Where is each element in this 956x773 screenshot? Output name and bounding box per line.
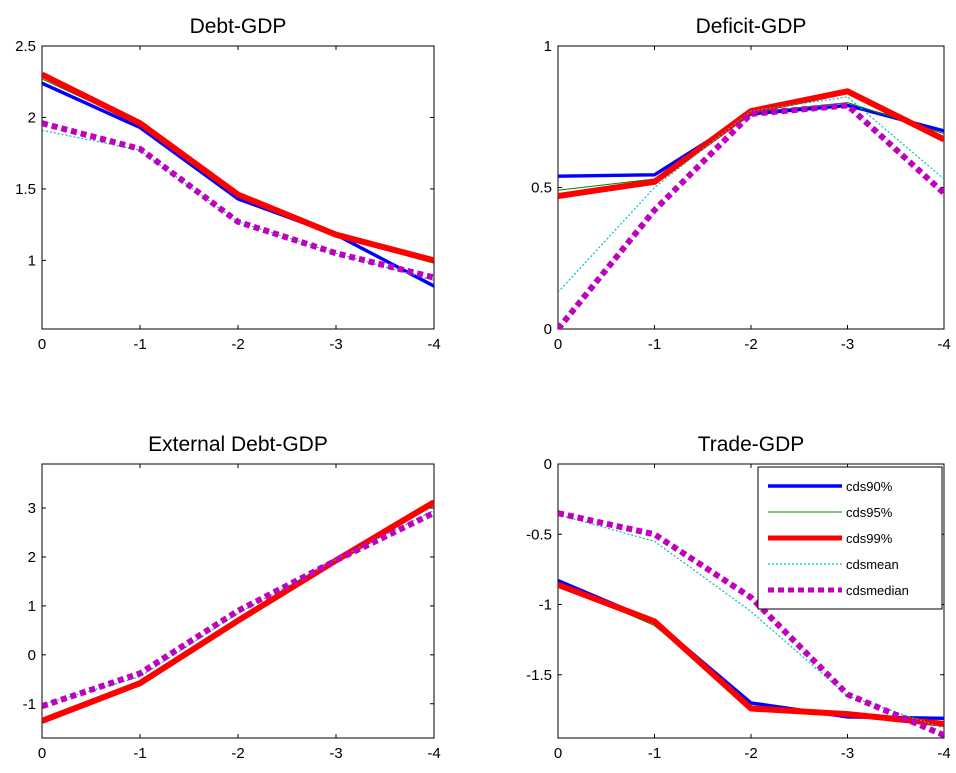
series-line-cds99pct bbox=[558, 581, 944, 727]
y-tick-label: 0.5 bbox=[531, 180, 552, 197]
series-line-cdsmedian bbox=[42, 510, 434, 710]
x-tick-label: -2 bbox=[231, 745, 244, 762]
legend: cds90% cds95% cds99% cdsmean cdsmedian bbox=[757, 466, 943, 610]
legend-label: cdsmedian bbox=[846, 583, 909, 598]
x-tick-label: 0 bbox=[554, 745, 562, 762]
y-tick-label: 1 bbox=[28, 598, 36, 615]
x-tick-label: -4 bbox=[937, 336, 950, 353]
series-line-cdsmean bbox=[558, 96, 944, 293]
series-line-cds99pct bbox=[42, 499, 434, 724]
y-tick-label: -1 bbox=[539, 597, 552, 614]
x-tick-label: -2 bbox=[744, 336, 757, 353]
y-tick-label: 0 bbox=[544, 321, 552, 338]
y-tick-label: 2 bbox=[28, 109, 36, 126]
y-tick-label: -0.5 bbox=[526, 526, 552, 543]
x-tick-label: -3 bbox=[329, 336, 342, 353]
y-tick-label: -1 bbox=[23, 696, 36, 713]
x-tick-label: -2 bbox=[744, 745, 757, 762]
y-tick-label: 1 bbox=[28, 252, 36, 269]
axes-box bbox=[41, 45, 435, 330]
y-tick-label: 1 bbox=[544, 38, 552, 55]
legend-label: cds99% bbox=[846, 531, 893, 546]
y-tick-label: -1.5 bbox=[526, 667, 552, 684]
series-line-cdsmedian bbox=[558, 102, 944, 329]
subplot-2: Deficit-GDP 0 -1 -2 -3 -4 0 0.5 1 bbox=[531, 15, 951, 353]
series-line-cdsmean bbox=[42, 129, 434, 281]
y-tick-label: 0 bbox=[544, 456, 552, 473]
legend-label: cdsmean bbox=[846, 557, 899, 572]
x-tick-label: 0 bbox=[38, 336, 46, 353]
series-line-cdsmedian bbox=[42, 120, 434, 281]
x-tick-label: -3 bbox=[329, 745, 342, 762]
chart-title: External Debt-GDP bbox=[148, 433, 328, 456]
x-tick-label: -1 bbox=[133, 336, 146, 353]
y-tick-label: 0 bbox=[28, 647, 36, 664]
x-tick-label: -3 bbox=[841, 336, 854, 353]
x-tick-label: -1 bbox=[648, 336, 661, 353]
series-line-cdsmedian bbox=[558, 510, 944, 738]
x-tick-label: -4 bbox=[427, 745, 440, 762]
series-line-cds90pct bbox=[558, 103, 944, 178]
legend-label: cds90% bbox=[846, 479, 893, 494]
x-tick-label: -4 bbox=[937, 745, 950, 762]
series-line-cds99pct bbox=[42, 71, 434, 264]
y-tick-label: 2 bbox=[28, 549, 36, 566]
x-tick-label: -1 bbox=[133, 745, 146, 762]
chart-title: Debt-GDP bbox=[190, 15, 287, 38]
y-tick-label: 3 bbox=[28, 500, 36, 517]
legend-label: cds95% bbox=[846, 505, 893, 520]
subplot-1: Debt-GDP 0 -1 -2 -3 -4 1 1.5 2 2.5 bbox=[15, 15, 441, 353]
x-tick-label: 0 bbox=[38, 745, 46, 762]
chart-title: Deficit-GDP bbox=[696, 15, 807, 38]
y-tick-label: 1.5 bbox=[15, 181, 36, 198]
subplot-4: Trade-GDP 0 -1 -2 -3 -4 -1.5 -1 -0.5 0 cds90% cds95… bbox=[526, 433, 951, 762]
y-tick-label: 2.5 bbox=[15, 38, 36, 55]
x-tick-label: -1 bbox=[648, 745, 661, 762]
x-tick-label: -3 bbox=[841, 745, 854, 762]
x-tick-label: -4 bbox=[427, 336, 440, 353]
series-line-cds90pct bbox=[42, 81, 434, 288]
x-tick-label: -2 bbox=[231, 336, 244, 353]
subplot-3: External Debt-GDP 0 -1 -2 -3 -4 -1 0 1 2 3 bbox=[23, 433, 441, 762]
x-tick-label: 0 bbox=[554, 336, 562, 353]
chart-title: Trade-GDP bbox=[698, 433, 805, 456]
